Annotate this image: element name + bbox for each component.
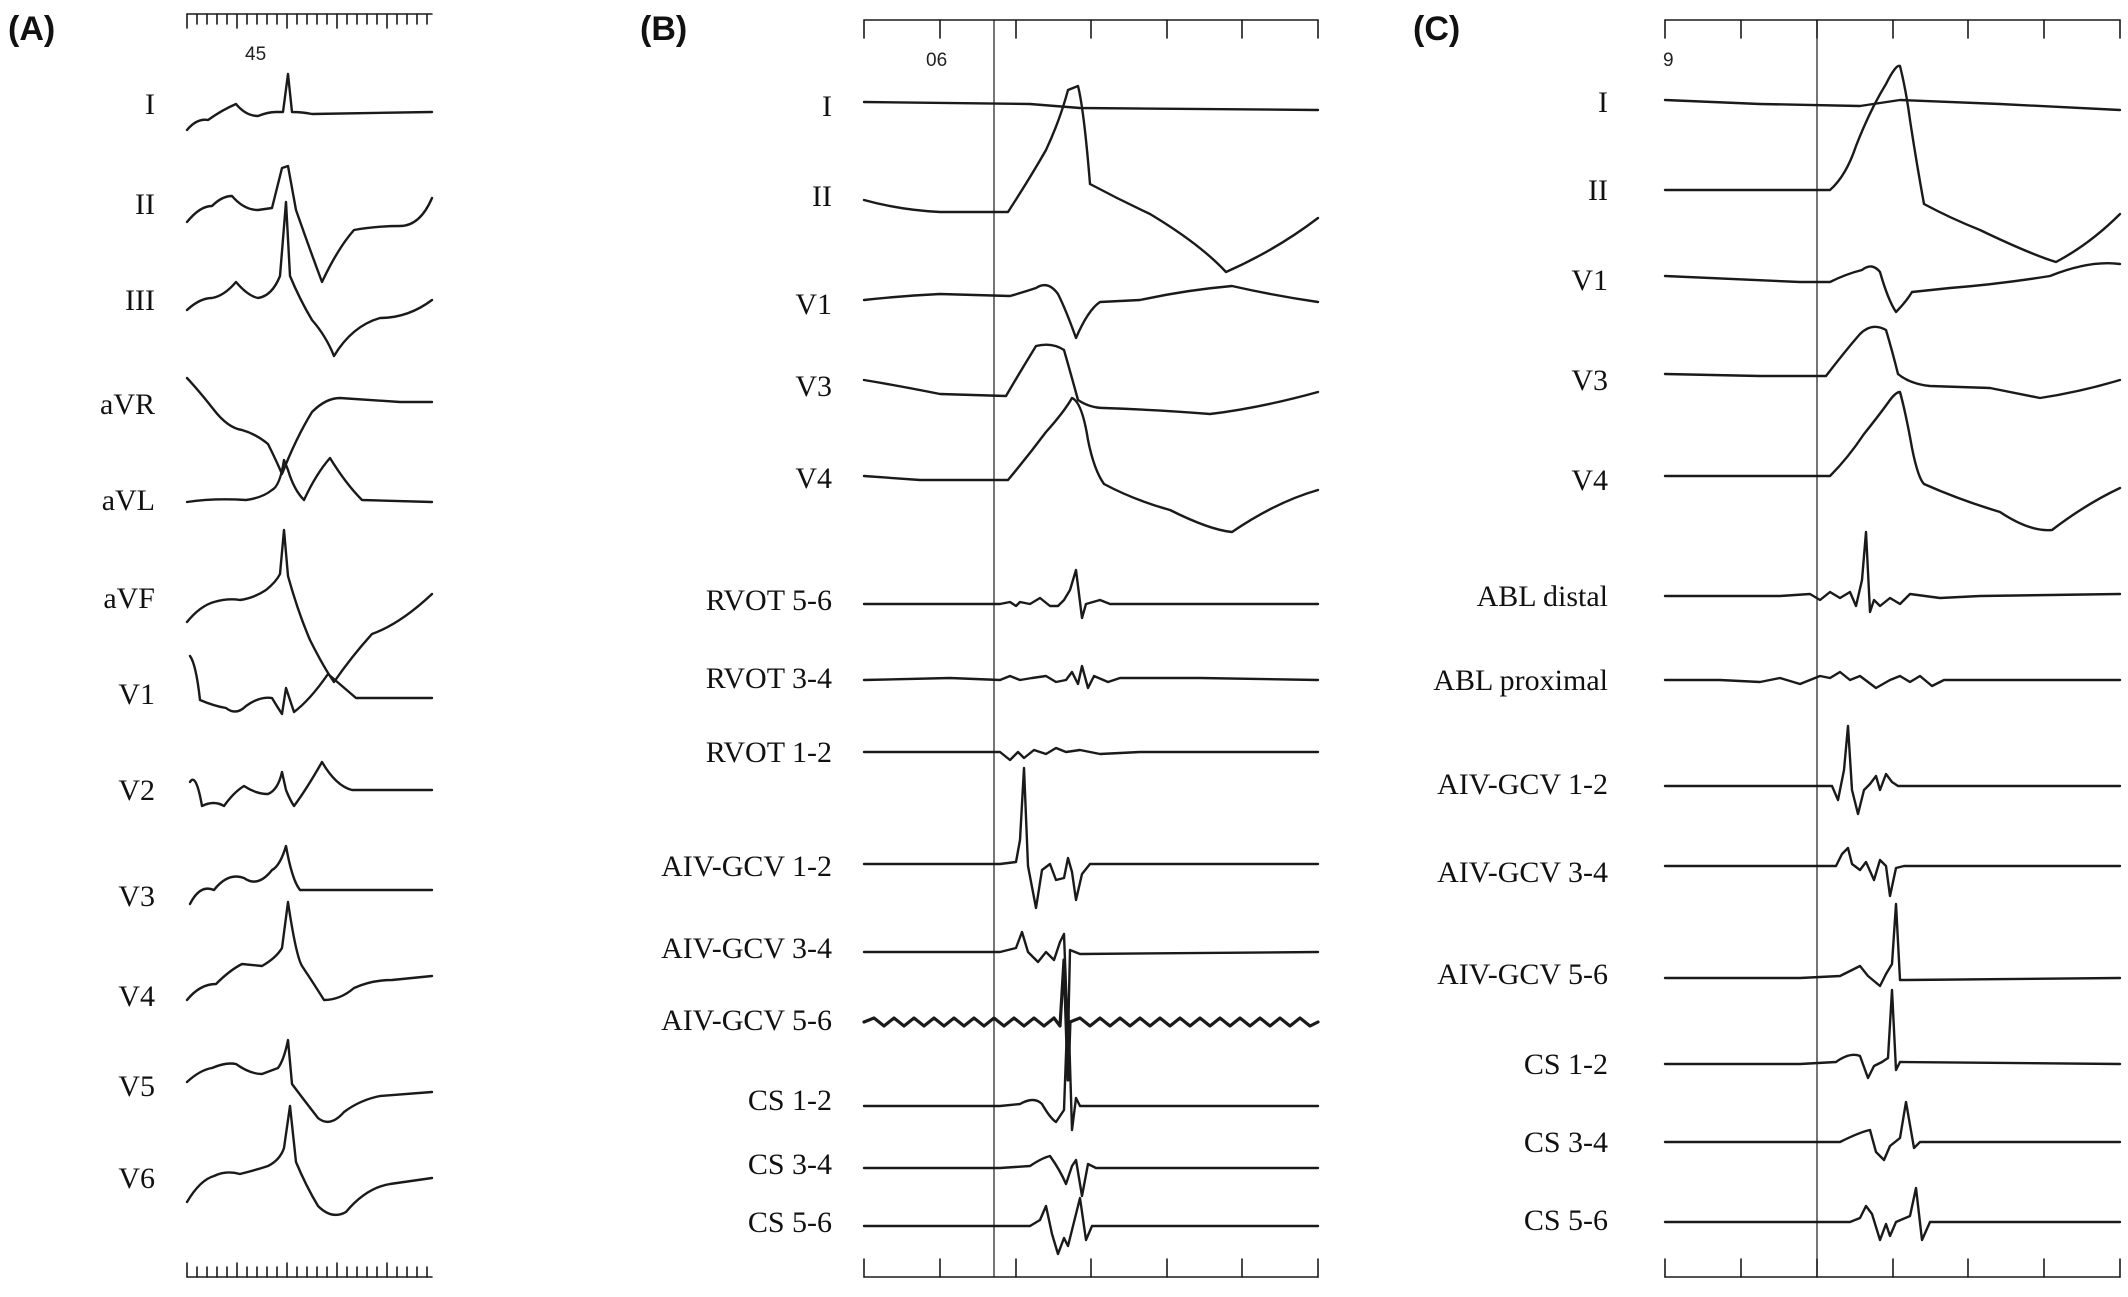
panel-a-lead-label: III <box>125 284 155 317</box>
trace-c-AIV-GCV-5-6 <box>1663 902 2122 988</box>
trace-a-V5 <box>185 1038 434 1124</box>
panel-a-traces <box>185 72 434 1217</box>
panel-b-traces <box>862 84 1320 1256</box>
panel-c-ruler-label: 9 <box>1663 50 1674 71</box>
panel-b-bottom-ruler <box>863 1258 1319 1278</box>
trace-b-RVOT-5-6 <box>862 568 1320 620</box>
trace-a-III <box>185 200 434 358</box>
panel-c-letter: (C) <box>1413 10 1461 48</box>
panel-c-lead-label: I <box>1598 86 1608 119</box>
panel-a-lead-label: V3 <box>118 880 155 913</box>
trace-c-AIV-GCV-1-2 <box>1663 724 2122 816</box>
panel-b-lead-label: V3 <box>795 370 832 403</box>
panel-a-top-ruler <box>186 13 433 29</box>
panel-a-lead-label: aVR <box>100 388 155 421</box>
panel-b-lead-label: II <box>812 180 832 213</box>
trace-c-CS-5-6 <box>1663 1186 2122 1242</box>
trace-c-II <box>1663 64 2122 264</box>
panel-a-letter: (A) <box>8 10 56 48</box>
panel-b-lead-label: CS 5-6 <box>747 1206 832 1239</box>
trace-b-II <box>862 84 1320 274</box>
panel-a-lead-label: V5 <box>118 1070 155 1103</box>
trace-c-CS-3-4 <box>1663 1100 2122 1162</box>
panel-b-lead-label: V4 <box>795 462 832 495</box>
panel-b-lead-label: AIV-GCV 3-4 <box>661 932 832 965</box>
panel-a-lead-label: II <box>135 188 155 221</box>
trace-b-AIV-GCV-5-6 <box>862 958 1320 1082</box>
trace-a-V3 <box>188 844 434 906</box>
panel-b-lead-label: AIV-GCV 5-6 <box>661 1004 832 1037</box>
panel-c-lead-label: CS 3-4 <box>1523 1126 1608 1159</box>
panel-a-bottom-ruler <box>186 1262 433 1278</box>
trace-a-I <box>185 72 434 132</box>
trace-c-AIV-GCV-3-4 <box>1663 846 2122 898</box>
trace-b-V1 <box>862 283 1320 340</box>
panel-b-lead-label: RVOT 3-4 <box>705 662 832 695</box>
panel-c-bottom-ruler <box>1664 1258 2121 1278</box>
trace-b-V4 <box>862 396 1320 534</box>
panel-c-lead-label: ABL proximal <box>1433 664 1608 697</box>
panel-a-ruler-label: 45 <box>245 44 267 65</box>
panel-b-letter: (B) <box>640 10 688 48</box>
trace-b-CS-3-4 <box>862 1154 1320 1198</box>
panel-c-top-ruler <box>1664 19 2121 39</box>
panel-c-lead-label: AIV-GCV 1-2 <box>1437 768 1608 801</box>
panel-c-lead-label: II <box>1588 174 1608 207</box>
trace-b-V3 <box>862 343 1320 416</box>
panel-c-lead-label: V3 <box>1571 364 1608 397</box>
trace-b-AIV-GCV-1-2 <box>862 766 1320 910</box>
trace-b-RVOT-3-4 <box>862 664 1320 690</box>
panel-a-lead-label: V6 <box>118 1162 155 1195</box>
trace-b-AIV-GCV-3-4 <box>862 930 1320 1042</box>
trace-b-CS-5-6 <box>862 1196 1320 1256</box>
panel-a-lead-label: aVL <box>101 484 155 517</box>
panel-b-top-ruler <box>863 19 1319 39</box>
trace-a-II <box>185 164 434 284</box>
panel-b-ruler-label: 06 <box>926 50 948 71</box>
trace-a-V6 <box>185 1104 434 1217</box>
panel-a-lead-label: aVF <box>103 582 155 615</box>
trace-a-V2 <box>188 760 434 808</box>
panel-b-lead-label: RVOT 1-2 <box>705 736 832 769</box>
panel-a-lead-label: V2 <box>118 774 155 807</box>
panel-a-lead-label: V4 <box>118 980 155 1013</box>
trace-a-aVF <box>185 528 434 684</box>
trace-c-CS-1-2 <box>1663 988 2122 1080</box>
trace-c-I <box>1663 98 2122 112</box>
panel-c-traces <box>1663 64 2122 1242</box>
trace-c-V1 <box>1663 262 2122 314</box>
panel-b-lead-label: I <box>822 90 832 123</box>
panel-b-lead-label: CS 3-4 <box>747 1148 832 1181</box>
trace-a-V1 <box>188 654 434 716</box>
panel-c-lead-label: AIV-GCV 3-4 <box>1437 856 1608 889</box>
trace-b-RVOT-1-2 <box>862 746 1320 762</box>
trace-b-I <box>862 100 1320 112</box>
panel-c-lead-label: V1 <box>1571 264 1608 297</box>
panel-b-lead-label: RVOT 5-6 <box>705 584 832 617</box>
trace-a-aVL <box>185 456 434 504</box>
trace-c-V4 <box>1663 390 2122 532</box>
panel-c-lead-label: AIV-GCV 5-6 <box>1437 958 1608 991</box>
panel-c-lead-label: CS 1-2 <box>1523 1048 1608 1081</box>
panel-c-lead-label: CS 5-6 <box>1523 1204 1608 1237</box>
panel-b-lead-label: V1 <box>795 288 832 321</box>
panel-b-lead-label: CS 1-2 <box>747 1084 832 1117</box>
trace-a-V4 <box>185 900 434 1002</box>
trace-b-CS-1-2 <box>862 998 1320 1132</box>
panel-b-lead-label: AIV-GCV 1-2 <box>661 850 832 883</box>
trace-c-V3 <box>1663 325 2122 400</box>
panel-a-lead-label: I <box>145 88 155 121</box>
panel-c-lead-label: ABL distal <box>1476 580 1608 613</box>
panel-a-lead-label: V1 <box>118 678 155 711</box>
trace-c-ABL-proximal <box>1663 670 2122 690</box>
panel-c-lead-label: V4 <box>1571 464 1608 497</box>
trace-a-aVR <box>185 376 434 476</box>
trace-c-ABL-distal <box>1663 530 2122 614</box>
